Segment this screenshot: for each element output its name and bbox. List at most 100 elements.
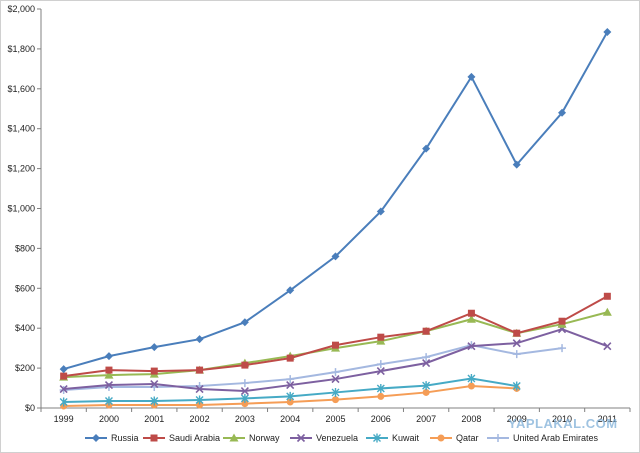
data-point-united-arab-emirates bbox=[286, 375, 295, 384]
data-point-saudi-arabia bbox=[60, 372, 68, 380]
data-point-saudi-arabia bbox=[105, 366, 113, 374]
data-point-qatar bbox=[422, 388, 430, 396]
data-point-qatar bbox=[332, 396, 339, 404]
legend-marker bbox=[92, 434, 100, 442]
y-tick-label: $1,800 bbox=[7, 44, 35, 54]
data-point-russia bbox=[59, 365, 68, 374]
data-point-russia bbox=[195, 335, 204, 344]
legend-marker bbox=[150, 434, 158, 442]
legend-item-united-arab-emirates: United Arab Emirates bbox=[487, 433, 599, 443]
legend-label: Kuwait bbox=[392, 433, 420, 443]
y-tick-label: $2,000 bbox=[7, 4, 35, 14]
data-point-united-arab-emirates bbox=[422, 353, 431, 362]
data-point-united-arab-emirates bbox=[376, 360, 385, 369]
data-point-venezuela bbox=[286, 380, 295, 390]
data-point-venezuela bbox=[376, 367, 385, 376]
y-tick-label: $1,400 bbox=[7, 124, 35, 134]
data-point-norway bbox=[104, 370, 114, 379]
data-point-kuwait bbox=[104, 396, 113, 406]
data-point-qatar bbox=[286, 398, 294, 406]
data-point-saudi-arabia bbox=[603, 292, 611, 300]
data-point-venezuela bbox=[150, 379, 159, 389]
legend-item-norway: Norway bbox=[223, 433, 280, 443]
x-tick-label: 2011 bbox=[598, 414, 617, 424]
data-point-venezuela bbox=[59, 384, 68, 394]
data-point-united-arab-emirates bbox=[558, 344, 567, 353]
data-point-kuwait bbox=[467, 373, 476, 383]
y-tick-label: $1,200 bbox=[7, 164, 35, 174]
y-tick-label: $800 bbox=[15, 243, 35, 253]
data-point-united-arab-emirates bbox=[512, 350, 521, 359]
y-tick-label: $1,600 bbox=[7, 84, 35, 94]
series-saudi-arabia bbox=[60, 292, 611, 380]
data-point-united-arab-emirates bbox=[240, 379, 249, 388]
data-point-saudi-arabia bbox=[513, 329, 521, 337]
y-tick-label: $200 bbox=[15, 363, 35, 373]
data-point-venezuela bbox=[422, 359, 431, 368]
x-tick-label: 2006 bbox=[371, 414, 391, 424]
series-layer bbox=[59, 27, 612, 410]
data-point-qatar bbox=[467, 382, 475, 390]
data-point-kuwait bbox=[150, 396, 159, 406]
data-point-kuwait bbox=[422, 381, 431, 391]
data-point-saudi-arabia bbox=[150, 367, 158, 375]
data-point-kuwait bbox=[376, 383, 385, 393]
legend-label: Venezuela bbox=[316, 433, 358, 443]
data-point-venezuela bbox=[240, 386, 249, 396]
x-tick-label: 2007 bbox=[416, 414, 436, 424]
data-point-saudi-arabia bbox=[241, 361, 249, 369]
legend-label: Saudi Arabia bbox=[169, 433, 220, 443]
data-point-russia bbox=[240, 318, 249, 327]
legend-marker bbox=[437, 434, 445, 442]
x-tick-label: 2010 bbox=[552, 414, 572, 424]
data-point-russia bbox=[331, 252, 340, 261]
x-tick-label: 1999 bbox=[54, 414, 74, 424]
data-point-saudi-arabia bbox=[377, 333, 385, 341]
data-point-russia bbox=[512, 160, 521, 169]
y-axis-labels: $0 $200 $400 $600 $800 $1,000 $1,200 $1,400 $1,6… bbox=[7, 4, 41, 413]
legend-item-qatar: Qatar bbox=[430, 433, 479, 443]
y-tick-label: $600 bbox=[15, 283, 35, 293]
data-point-saudi-arabia bbox=[196, 366, 204, 374]
x-tick-label: 2009 bbox=[507, 414, 527, 424]
legend-item-venezuela: Venezuela bbox=[290, 433, 358, 443]
x-tick-label: 2004 bbox=[280, 414, 300, 424]
data-point-venezuela bbox=[104, 380, 114, 390]
y-tick-label: $0 bbox=[25, 403, 35, 413]
legend-item-kuwait: Kuwait bbox=[366, 433, 420, 443]
data-point-kuwait bbox=[512, 381, 521, 391]
watermark-text: YAPLAKAL.COM bbox=[508, 416, 618, 431]
x-tick-label: 2005 bbox=[325, 414, 345, 424]
legend-item-russia: Russia bbox=[85, 433, 139, 443]
data-point-qatar bbox=[241, 400, 249, 408]
data-point-kuwait bbox=[59, 397, 68, 407]
data-point-kuwait bbox=[195, 395, 204, 405]
data-point-norway bbox=[602, 307, 612, 316]
data-point-saudi-arabia bbox=[422, 327, 430, 335]
data-point-russia bbox=[376, 207, 385, 216]
legend-marker bbox=[373, 433, 381, 443]
data-point-norway bbox=[466, 314, 476, 323]
x-axis-labels: 1999 2000 2001 2002 2003 2004 2005 2006 2007 2008… bbox=[40, 408, 631, 424]
data-point-saudi-arabia bbox=[286, 354, 294, 362]
y-tick-label: $400 bbox=[15, 323, 35, 333]
series-kuwait bbox=[59, 373, 521, 407]
series-venezuela bbox=[59, 325, 612, 396]
data-point-russia bbox=[422, 144, 431, 153]
data-point-russia bbox=[286, 286, 295, 295]
legend-label: United Arab Emirates bbox=[513, 433, 599, 443]
data-point-venezuela bbox=[512, 339, 521, 348]
legend-marker bbox=[229, 433, 239, 442]
data-point-saudi-arabia bbox=[558, 317, 566, 325]
data-point-russia bbox=[558, 108, 567, 117]
data-point-united-arab-emirates bbox=[331, 368, 340, 377]
data-point-kuwait bbox=[331, 387, 340, 397]
data-point-kuwait bbox=[240, 393, 249, 403]
data-point-russia bbox=[150, 343, 159, 352]
legend-marker bbox=[494, 434, 502, 442]
x-tick-label: 2003 bbox=[235, 414, 255, 424]
data-point-venezuela bbox=[603, 342, 612, 351]
legend-marker bbox=[296, 433, 306, 443]
data-point-kuwait bbox=[286, 391, 295, 401]
